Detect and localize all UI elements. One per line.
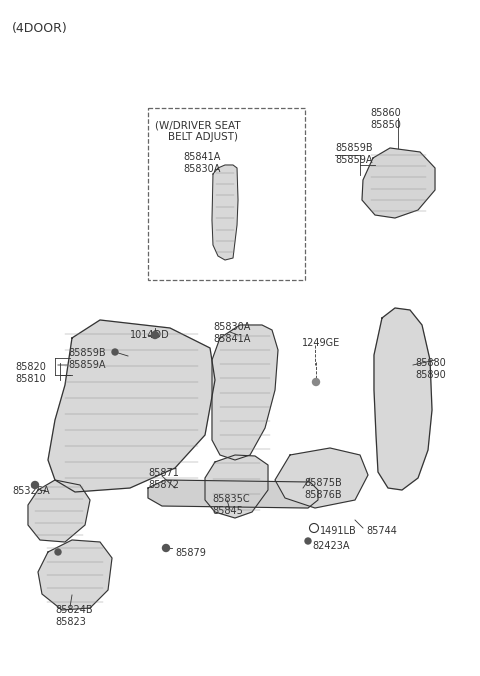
Polygon shape — [38, 540, 112, 610]
Polygon shape — [212, 325, 278, 460]
Circle shape — [112, 349, 118, 355]
Text: 1491LB: 1491LB — [320, 526, 357, 536]
Circle shape — [152, 331, 158, 339]
Polygon shape — [362, 148, 435, 218]
Circle shape — [310, 523, 319, 533]
Polygon shape — [148, 480, 318, 508]
Text: 85325A: 85325A — [12, 486, 49, 496]
Polygon shape — [374, 308, 432, 490]
Polygon shape — [205, 455, 268, 518]
Text: 85820
85810: 85820 85810 — [15, 362, 46, 385]
Text: 85875B
85876B: 85875B 85876B — [304, 478, 342, 500]
Polygon shape — [275, 448, 368, 508]
Circle shape — [312, 379, 320, 385]
Text: 85880
85890: 85880 85890 — [415, 358, 446, 381]
Polygon shape — [212, 165, 238, 260]
Text: 85860
85850: 85860 85850 — [370, 108, 401, 130]
Text: 85871
85872: 85871 85872 — [148, 468, 179, 490]
Text: 1249GE: 1249GE — [302, 338, 340, 348]
Text: 85859B
85859A: 85859B 85859A — [68, 348, 106, 370]
Circle shape — [55, 549, 61, 555]
Text: 85824B
85823: 85824B 85823 — [55, 605, 93, 627]
Text: 85859B
85859A: 85859B 85859A — [335, 143, 372, 166]
Polygon shape — [48, 320, 215, 492]
Text: 85830A
85841A: 85830A 85841A — [213, 322, 251, 344]
Circle shape — [32, 481, 38, 489]
Circle shape — [163, 544, 169, 552]
Text: 85879: 85879 — [175, 548, 206, 558]
Text: 1014DD: 1014DD — [130, 330, 170, 340]
Text: (4DOOR): (4DOOR) — [12, 22, 68, 35]
Text: (W/DRIVER SEAT
    BELT ADJUST): (W/DRIVER SEAT BELT ADJUST) — [155, 120, 240, 143]
Polygon shape — [28, 480, 90, 542]
Text: 85841A
85830A: 85841A 85830A — [183, 152, 220, 174]
Text: 85744: 85744 — [366, 526, 397, 536]
Text: 85835C
85845: 85835C 85845 — [212, 494, 250, 516]
Circle shape — [305, 538, 311, 544]
Text: 82423A: 82423A — [312, 541, 349, 551]
